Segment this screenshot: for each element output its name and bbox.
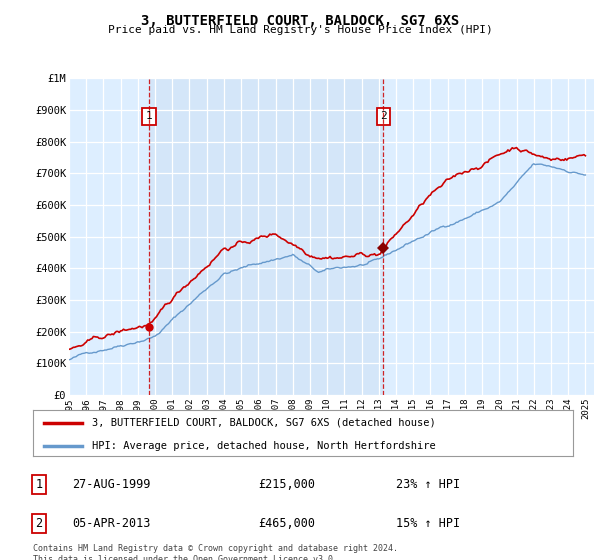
Text: 2: 2 [380, 111, 387, 122]
Text: 2: 2 [35, 517, 43, 530]
Text: HPI: Average price, detached house, North Hertfordshire: HPI: Average price, detached house, Nort… [92, 441, 436, 451]
Text: 3, BUTTERFIELD COURT, BALDOCK, SG7 6XS: 3, BUTTERFIELD COURT, BALDOCK, SG7 6XS [141, 14, 459, 28]
Text: £465,000: £465,000 [258, 517, 315, 530]
Text: 05-APR-2013: 05-APR-2013 [72, 517, 151, 530]
Text: Contains HM Land Registry data © Crown copyright and database right 2024.
This d: Contains HM Land Registry data © Crown c… [33, 544, 398, 560]
Text: Price paid vs. HM Land Registry's House Price Index (HPI): Price paid vs. HM Land Registry's House … [107, 25, 493, 35]
Text: £215,000: £215,000 [258, 478, 315, 491]
Bar [149, 78, 383, 395]
Text: 3, BUTTERFIELD COURT, BALDOCK, SG7 6XS (detached house): 3, BUTTERFIELD COURT, BALDOCK, SG7 6XS (… [92, 418, 436, 428]
Text: 1: 1 [35, 478, 43, 491]
Text: 23% ↑ HPI: 23% ↑ HPI [396, 478, 460, 491]
Text: 15% ↑ HPI: 15% ↑ HPI [396, 517, 460, 530]
Text: 27-AUG-1999: 27-AUG-1999 [72, 478, 151, 491]
Text: 1: 1 [146, 111, 152, 122]
